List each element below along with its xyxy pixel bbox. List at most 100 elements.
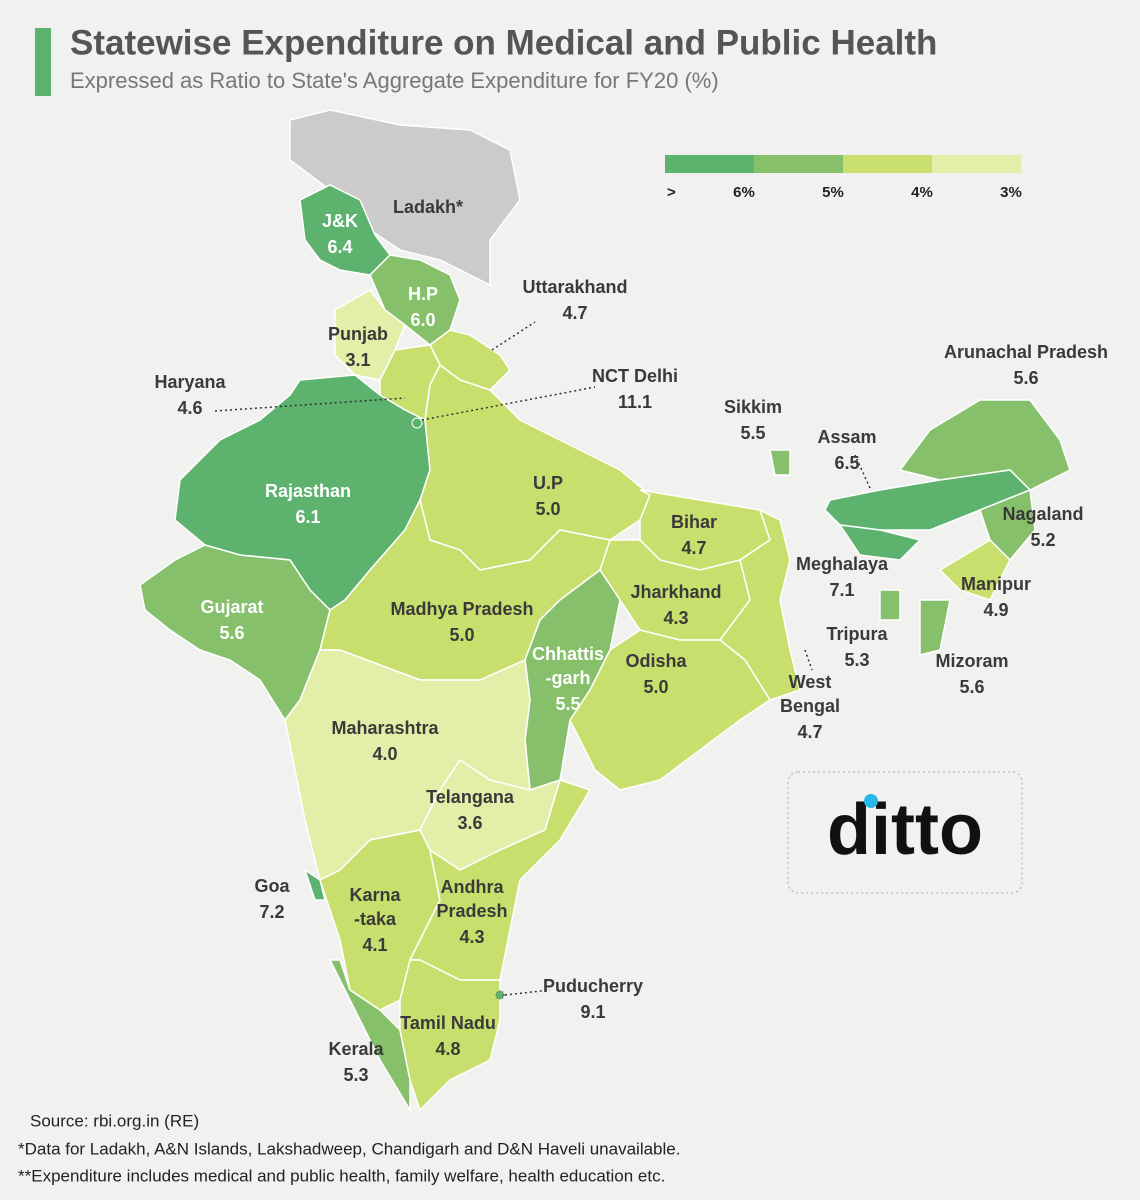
state-value: 5.3 <box>844 650 869 670</box>
state-value: 6.5 <box>834 453 859 473</box>
leader-line <box>421 386 596 421</box>
state-value: 5.6 <box>1013 368 1038 388</box>
state-name: Haryana <box>154 372 226 392</box>
state-value: 5.6 <box>959 677 984 697</box>
logo: ditto <box>827 790 983 870</box>
state-name: Mizoram <box>935 651 1008 671</box>
legend-label: 4% <box>911 184 933 201</box>
state-value: 4.0 <box>372 744 397 764</box>
state-value: 6.0 <box>410 310 435 330</box>
state-name: West <box>789 672 832 692</box>
state-value: 4.3 <box>459 927 484 947</box>
state-name: Bihar <box>671 512 717 532</box>
state-shape <box>938 539 1011 601</box>
state-name: Kerala <box>328 1039 384 1059</box>
state-shape <box>838 524 922 561</box>
map: Ladakh* J&K 6.4 H.P 6.0 Punjab 3.1 Uttarakhand 4… <box>139 109 1108 1113</box>
state-name: Telangana <box>426 787 515 807</box>
leader-line <box>214 397 406 412</box>
state-shape <box>399 959 501 1112</box>
state-name: Meghalaya <box>796 554 889 574</box>
state-name: Odisha <box>625 651 687 671</box>
state-value: 6.1 <box>295 507 320 527</box>
footnote: **Expenditure includes medical and publi… <box>18 1166 665 1185</box>
state-shape <box>769 449 791 476</box>
state-value: 5.3 <box>343 1065 368 1085</box>
title: Statewise Expenditure on Medical and Pub… <box>70 23 937 62</box>
state-value: 5.0 <box>643 677 668 697</box>
state-name: NCT Delhi <box>592 366 678 386</box>
state-value: 5.5 <box>740 423 765 443</box>
state-name: Madhya Pradesh <box>390 599 533 619</box>
state-shape <box>411 417 423 429</box>
state-name: Punjab <box>328 324 388 344</box>
state-name: Ladakh* <box>393 197 463 217</box>
state-name: Maharashtra <box>331 718 439 738</box>
state-name: Goa <box>254 876 290 896</box>
state-name: H.P <box>408 284 438 304</box>
legend-label: 6% <box>733 184 755 201</box>
state-name: Arunachal Pradesh <box>944 342 1108 362</box>
state-name: -taka <box>354 909 397 929</box>
state-name: Karna <box>349 885 401 905</box>
state-shape <box>898 399 1071 491</box>
legend-label: > <box>667 184 676 201</box>
state-value: 5.5 <box>555 694 580 714</box>
state-shape <box>979 488 1036 562</box>
state-value: 4.7 <box>797 722 822 742</box>
state-value: 7.1 <box>829 580 854 600</box>
state-value: 4.7 <box>681 538 706 558</box>
state-value: 7.2 <box>259 902 284 922</box>
state-name: U.P <box>533 473 563 493</box>
state-name: Nagaland <box>1002 504 1083 524</box>
state-name: Tripura <box>826 624 888 644</box>
source: Source: rbi.org.in (RE) <box>30 1111 199 1130</box>
state-name: Bengal <box>780 696 840 716</box>
leader-line <box>491 321 536 351</box>
state-shape <box>495 990 505 1000</box>
title-accent <box>35 28 51 96</box>
state-value: 4.8 <box>435 1039 460 1059</box>
state-value: 5.6 <box>219 623 244 643</box>
logo-dot <box>864 794 878 808</box>
state-shape <box>328 959 411 1113</box>
state-value: 6.4 <box>327 237 352 257</box>
subtitle: Expressed as Ratio to State's Aggregate … <box>70 68 719 93</box>
state-value: 4.1 <box>362 935 387 955</box>
leader-line <box>804 649 813 671</box>
legend-label: 5% <box>822 184 844 201</box>
state-name: -garh <box>546 668 591 688</box>
state-value: 4.9 <box>983 600 1008 620</box>
state-shape <box>919 599 951 656</box>
leader-line <box>854 454 871 489</box>
state-value: 5.0 <box>535 499 560 519</box>
state-value: 4.7 <box>562 303 587 323</box>
state-name: Jharkhand <box>630 582 721 602</box>
state-shape <box>569 629 772 791</box>
legend-swatch <box>665 155 754 173</box>
state-value: 5.0 <box>449 625 474 645</box>
state-name: Andhra <box>441 877 505 897</box>
logo-box <box>787 771 1023 894</box>
state-name: Uttarakhand <box>522 277 627 297</box>
state-value: 3.1 <box>345 350 370 370</box>
state-name: Sikkim <box>724 397 782 417</box>
state-value: 9.1 <box>580 1002 605 1022</box>
state-name: J&K <box>322 211 358 231</box>
state-name: Tamil Nadu <box>400 1013 496 1033</box>
state-name: Puducherry <box>543 976 643 996</box>
state-name: Chhattis <box>532 644 604 664</box>
legend-swatch <box>843 155 932 173</box>
state-name: Rajasthan <box>265 481 351 501</box>
state-value: 3.6 <box>457 813 482 833</box>
state-name: Pradesh <box>436 901 507 921</box>
state-name: Gujarat <box>200 597 263 617</box>
state-value: 4.3 <box>663 608 688 628</box>
footnote: *Data for Ladakh, A&N Islands, Lakshadwe… <box>18 1139 680 1158</box>
state-value: 5.2 <box>1030 530 1055 550</box>
state-value: 4.6 <box>177 398 202 418</box>
legend-label: 3% <box>1000 184 1022 201</box>
legend-swatch <box>754 155 843 173</box>
state-shape <box>879 589 901 621</box>
